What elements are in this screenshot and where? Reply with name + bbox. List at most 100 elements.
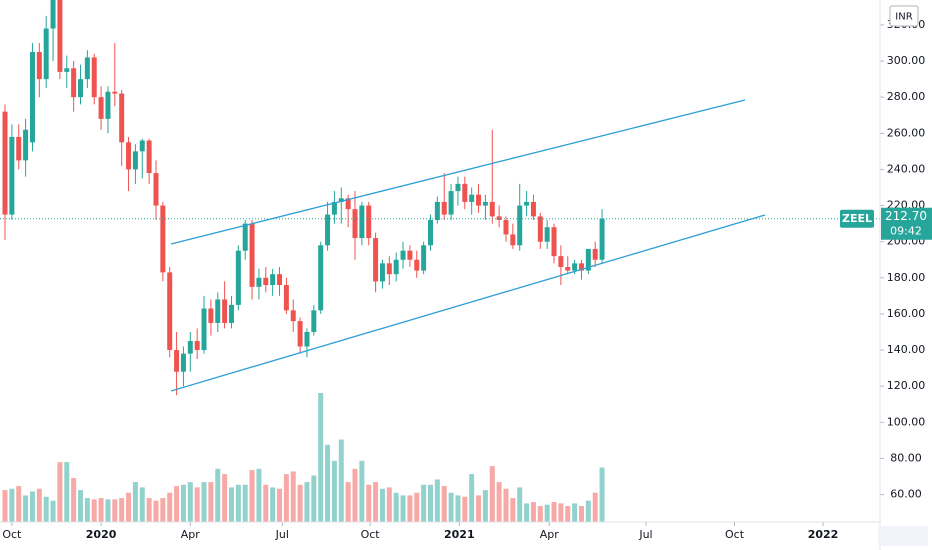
volume-bar bbox=[379, 488, 385, 522]
x-tick-label: 2021 bbox=[444, 528, 475, 541]
candle-body bbox=[448, 191, 454, 215]
volume-bar bbox=[530, 502, 536, 522]
volume-bar bbox=[558, 503, 564, 522]
candle-body bbox=[263, 277, 269, 286]
candle-body bbox=[407, 250, 413, 260]
y-tick-label: 140.00 bbox=[887, 343, 926, 356]
candle-body bbox=[208, 308, 214, 323]
candle-body bbox=[517, 205, 523, 246]
candle-body bbox=[132, 151, 138, 170]
volume-bar bbox=[2, 490, 8, 522]
candle-body bbox=[565, 266, 571, 271]
candle-body bbox=[434, 201, 440, 220]
x-tick-label: Oct bbox=[2, 528, 22, 541]
candle-body bbox=[91, 57, 97, 98]
volume-bar bbox=[462, 496, 468, 522]
candle-body bbox=[558, 256, 564, 267]
volume-bar bbox=[565, 506, 571, 522]
volume-bar bbox=[174, 486, 180, 522]
volume-bar bbox=[84, 498, 90, 522]
settings-button[interactable] bbox=[878, 526, 928, 546]
volume-bar bbox=[57, 462, 63, 522]
volume-bar bbox=[359, 460, 365, 522]
candle-body bbox=[139, 140, 145, 152]
candle-body bbox=[270, 274, 276, 286]
candle-body bbox=[578, 263, 584, 271]
volume-bar bbox=[50, 500, 56, 522]
countdown-label: 09:42 bbox=[890, 225, 922, 238]
volume-bar bbox=[524, 503, 530, 522]
volume-bar bbox=[407, 495, 413, 522]
volume-bar bbox=[489, 466, 495, 522]
volume-bar bbox=[160, 498, 166, 522]
volume-bar bbox=[345, 482, 351, 522]
volume-bar bbox=[427, 484, 433, 522]
candle-body bbox=[2, 111, 8, 215]
volume-bar bbox=[551, 502, 557, 522]
volume-bar bbox=[297, 484, 303, 522]
candle-body bbox=[84, 57, 90, 80]
volume-bar bbox=[91, 499, 97, 522]
volume-bar bbox=[338, 439, 344, 522]
volume-bar bbox=[64, 462, 70, 522]
candle-body bbox=[325, 214, 331, 246]
y-tick-label: 160.00 bbox=[887, 307, 926, 320]
volume-bar bbox=[414, 492, 420, 522]
candle-body bbox=[379, 263, 385, 282]
volume-bar bbox=[352, 468, 358, 522]
volume-bar bbox=[263, 484, 269, 522]
currency-badge[interactable] bbox=[889, 5, 919, 27]
candle-body bbox=[23, 129, 29, 161]
candle-body bbox=[201, 308, 207, 351]
candle-body bbox=[256, 277, 262, 287]
y-tick-label: 100.00 bbox=[887, 415, 926, 428]
candle-body bbox=[64, 68, 70, 72]
volume-bar bbox=[366, 484, 372, 522]
candle-body bbox=[393, 259, 399, 275]
volume-bar bbox=[572, 503, 578, 522]
candle-body bbox=[304, 331, 310, 347]
x-tick-label: Apr bbox=[181, 528, 201, 541]
candle-body bbox=[242, 223, 248, 251]
candle-body bbox=[345, 198, 351, 210]
candle-body bbox=[537, 216, 543, 242]
y-tick-label: 240.00 bbox=[887, 162, 926, 175]
volume-bar bbox=[311, 475, 317, 522]
candle-body bbox=[482, 201, 488, 206]
volume-bar bbox=[146, 498, 152, 522]
candle-body bbox=[338, 198, 344, 202]
price-badge bbox=[881, 207, 932, 240]
volume-bar bbox=[132, 482, 138, 522]
volume-bar bbox=[283, 474, 289, 522]
volume-bar bbox=[77, 490, 83, 522]
volume-bar bbox=[277, 488, 283, 522]
volume-bar bbox=[180, 484, 186, 522]
candle-body bbox=[469, 194, 475, 202]
volume-bar bbox=[448, 492, 454, 522]
candle-body bbox=[462, 183, 468, 202]
volume-bar bbox=[585, 500, 591, 522]
volume-bar bbox=[256, 468, 262, 522]
candle-body bbox=[386, 263, 392, 275]
volume-bar bbox=[29, 491, 35, 522]
candle-body bbox=[277, 274, 283, 286]
candle-body bbox=[105, 91, 111, 119]
x-tick-label: Oct bbox=[725, 528, 745, 541]
candle-body bbox=[592, 248, 598, 260]
candle-body bbox=[489, 201, 495, 217]
volume-layer bbox=[2, 392, 605, 522]
symbol-label: ZEEL bbox=[842, 212, 872, 225]
candle-body bbox=[57, 0, 63, 72]
y-tick-label: 260.00 bbox=[887, 126, 926, 139]
volume-bar bbox=[112, 499, 118, 522]
volume-bar bbox=[421, 484, 427, 522]
candle-body bbox=[318, 245, 324, 311]
candle-body bbox=[359, 205, 365, 239]
volume-bar bbox=[201, 482, 207, 522]
symbol-badge bbox=[840, 209, 874, 228]
volume-bar bbox=[304, 482, 310, 522]
candle-body bbox=[496, 216, 502, 220]
y-tick-label: 180.00 bbox=[887, 271, 926, 284]
candle-body bbox=[249, 223, 255, 287]
